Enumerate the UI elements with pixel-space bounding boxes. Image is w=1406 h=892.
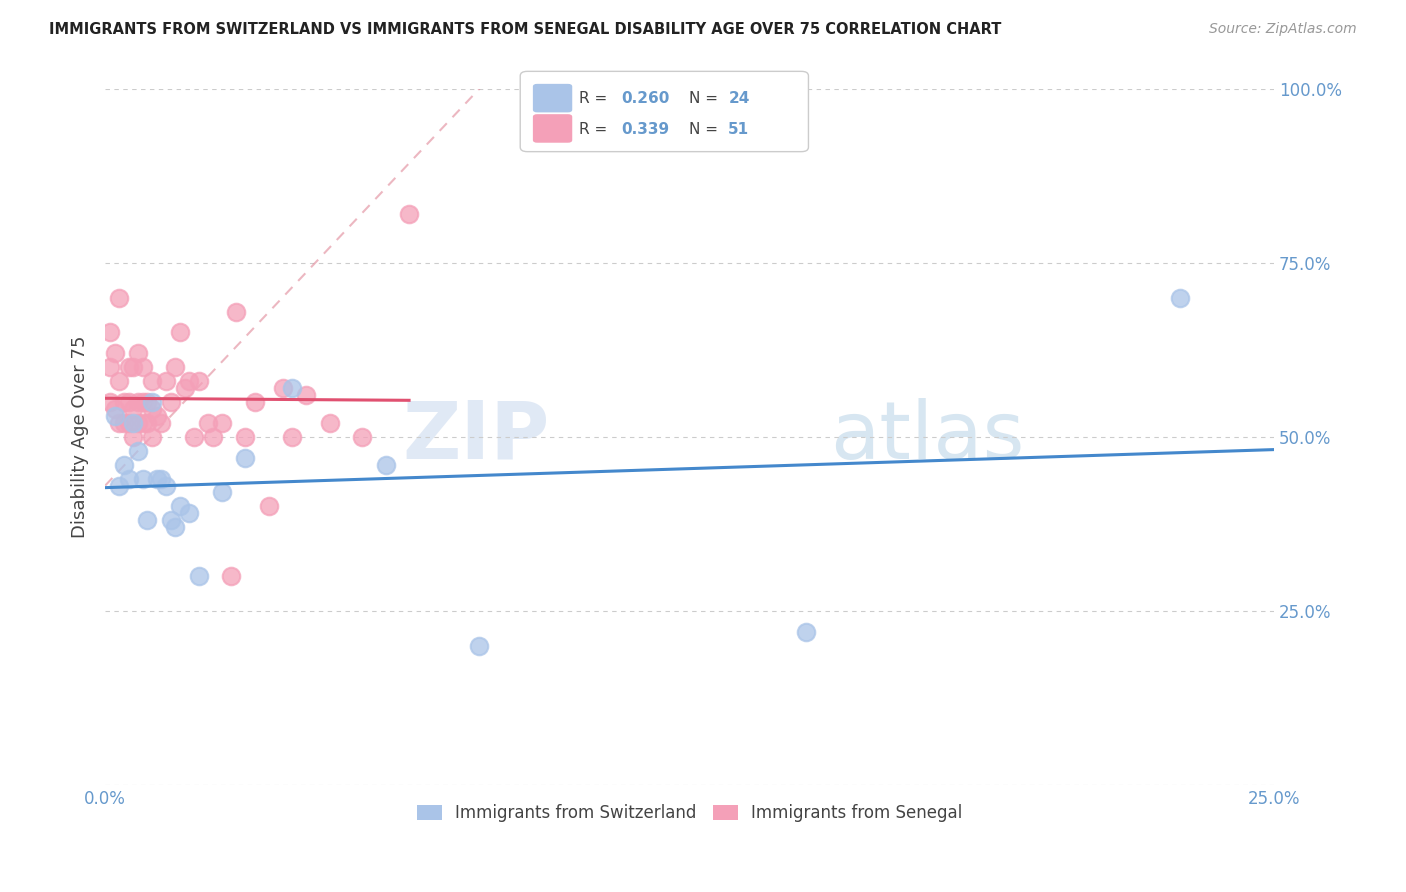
Point [108,416,131,430]
Point [103,409,125,423]
Point [257,500,280,514]
Point [108,291,131,305]
Point [112,458,135,472]
Point [117,416,139,430]
Point [165,520,187,534]
Point [108,374,131,388]
Point [398,207,420,221]
Point [141,395,163,409]
Point [235,450,257,465]
Text: R =: R = [579,122,613,136]
Point [117,395,139,409]
Point [221,569,243,583]
Point [197,416,219,430]
Point [225,304,247,318]
Point [136,416,159,430]
Point [141,402,163,417]
Point [122,416,145,430]
Point [127,416,149,430]
Point [131,416,153,430]
Text: atlas: atlas [830,398,1024,475]
Point [155,478,177,492]
Point [235,430,257,444]
Point [1170,291,1192,305]
Text: 51: 51 [728,122,749,136]
Point [127,346,149,360]
Text: 24: 24 [728,91,749,105]
Point [468,639,491,653]
Point [98,395,121,409]
Text: R =: R = [579,91,613,105]
Point [243,395,266,409]
Point [98,360,121,375]
Point [179,374,201,388]
Legend: Immigrants from Switzerland, Immigrants from Senegal: Immigrants from Switzerland, Immigrants … [411,797,969,829]
Point [103,346,125,360]
Point [374,458,396,472]
Point [117,472,139,486]
Point [318,416,340,430]
Point [159,513,181,527]
Point [183,430,205,444]
Point [131,360,153,375]
Point [117,360,139,375]
Point [103,402,125,417]
Text: N =: N = [689,122,723,136]
Point [211,416,233,430]
Point [281,430,304,444]
Text: ZIP: ZIP [402,398,550,475]
Point [131,472,153,486]
Point [165,360,187,375]
Point [201,430,224,444]
Point [150,416,173,430]
Point [141,374,163,388]
Point [155,374,177,388]
Text: Source: ZipAtlas.com: Source: ZipAtlas.com [1209,22,1357,37]
Point [112,416,135,430]
Text: N =: N = [689,91,723,105]
Point [271,381,294,395]
Point [169,326,191,340]
Text: IMMIGRANTS FROM SWITZERLAND VS IMMIGRANTS FROM SENEGAL DISABILITY AGE OVER 75 CO: IMMIGRANTS FROM SWITZERLAND VS IMMIGRANT… [49,22,1001,37]
Y-axis label: Disability Age Over 75: Disability Age Over 75 [72,335,89,538]
Point [122,430,145,444]
Point [141,430,163,444]
Point [136,513,159,527]
Point [187,569,209,583]
Point [173,381,195,395]
Point [169,500,191,514]
Point [796,624,818,639]
Text: 0.260: 0.260 [621,91,669,105]
Text: 0.339: 0.339 [621,122,669,136]
Point [352,430,374,444]
Point [295,388,318,402]
Point [145,472,167,486]
Point [127,443,149,458]
Point [179,507,201,521]
Point [187,374,209,388]
Point [150,472,173,486]
Point [136,395,159,409]
Point [122,402,145,417]
Point [98,326,121,340]
Point [112,395,135,409]
Point [159,395,181,409]
Point [127,395,149,409]
Point [211,485,233,500]
Point [145,409,167,423]
Point [131,395,153,409]
Point [122,360,145,375]
Point [281,381,304,395]
Point [108,478,131,492]
